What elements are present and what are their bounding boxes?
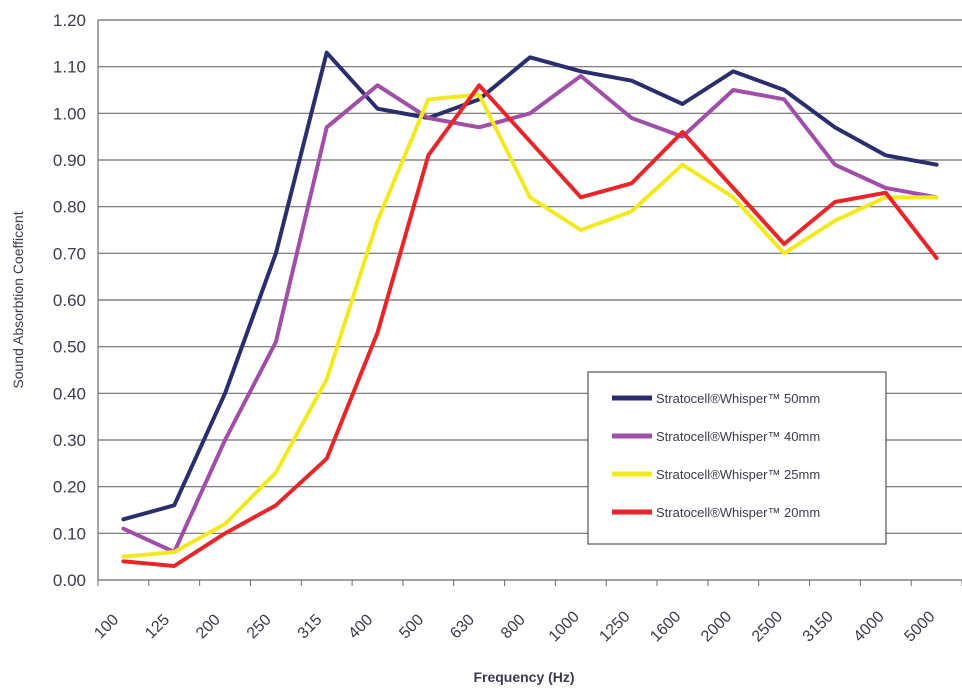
legend: Stratocell®Whisper™ 50mm Stratocell®Whisp… [587,371,887,545]
y-tick-label: 0.20 [53,478,86,497]
x-tick-label: 2500 [749,608,786,645]
x-tick-label: 630 [447,611,478,642]
x-tick-label: 500 [396,611,427,642]
y-tick-label: 0.10 [53,524,86,543]
y-tick-label: 0.50 [53,338,86,357]
y-tick-label: 0.60 [53,291,86,310]
x-tick-label: 3150 [800,608,837,645]
legend-label: Stratocell®Whisper™ 50mm [656,391,820,406]
x-tick-label: 5000 [901,608,938,645]
x-tick-label: 1250 [596,608,633,645]
series-line [121,83,939,568]
x-tick-label: 4000 [851,608,888,645]
y-tick-label: 1.00 [53,104,86,123]
x-tick-label: 100 [91,611,122,642]
x-tick-label: 200 [193,611,224,642]
x-tick-label: 1000 [546,608,583,645]
y-tick-label: 1.10 [53,58,86,77]
y-tick-label: 0.30 [53,431,86,450]
y-tick-label: 0.40 [53,384,86,403]
x-tick-label: 800 [498,611,529,642]
legend-label: Stratocell®Whisper™ 20mm [656,505,820,520]
y-tick-label: 1.20 [53,11,86,30]
x-tick-label: 400 [345,611,376,642]
legend-label: Stratocell®Whisper™ 40mm [656,429,820,444]
series-line [121,92,939,559]
y-tick-label: 0.70 [53,244,86,263]
y-tick-label: 0.90 [53,151,86,170]
legend-label: Stratocell®Whisper™ 25mm [656,467,820,482]
y-axis-label: Sound Absorbtion Coefficent [10,211,26,388]
x-axis-ticks: 100 125 200 250 315 400 500 630 800 1000 1250 1600 2… [91,580,962,645]
legend-box [587,371,887,545]
x-tick-label: 125 [142,611,173,642]
series-line [121,50,939,522]
y-tick-label: 0.00 [53,571,86,590]
x-axis-label: Frequency (Hz) [473,669,574,685]
series-line [121,74,939,554]
y-axis-ticks: 0.00 0.10 0.20 0.30 0.40 0.50 0.60 0.70 0.80 0.90… [53,11,86,590]
y-tick-label: 0.80 [53,198,86,217]
x-tick-label: 2000 [698,608,735,645]
x-tick-label: 315 [295,611,326,642]
x-tick-label: 1600 [647,608,684,645]
series-lines [121,50,939,568]
x-tick-label: 250 [244,611,275,642]
